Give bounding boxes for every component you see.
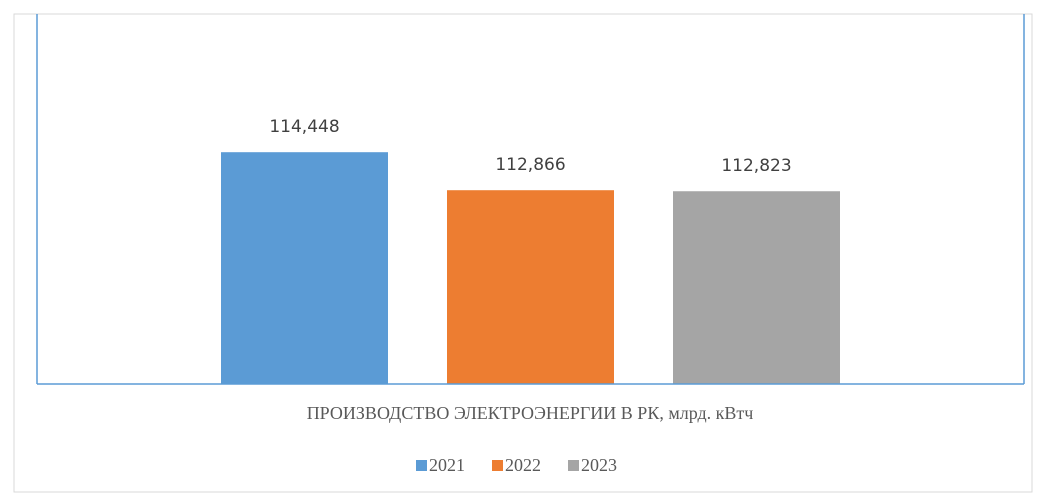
bar: [447, 190, 614, 384]
legend-swatch: [416, 460, 427, 471]
legend-swatch: [568, 460, 579, 471]
x-axis-title: ПРОИЗВОДСТВО ЭЛЕКТРОЭНЕРГИИ В РК, млрд. …: [307, 403, 754, 423]
bar: [221, 152, 388, 384]
legend-label: 2023: [581, 455, 617, 475]
bar: [673, 191, 840, 384]
legend-swatch: [492, 460, 503, 471]
data-label: 112,823: [721, 156, 791, 176]
legend-label: 2022: [505, 455, 541, 475]
legend-label: 2021: [429, 455, 465, 475]
chart-frame: [13, 13, 1033, 493]
data-label: 112,866: [495, 155, 565, 175]
data-label: 114,448: [269, 117, 339, 137]
